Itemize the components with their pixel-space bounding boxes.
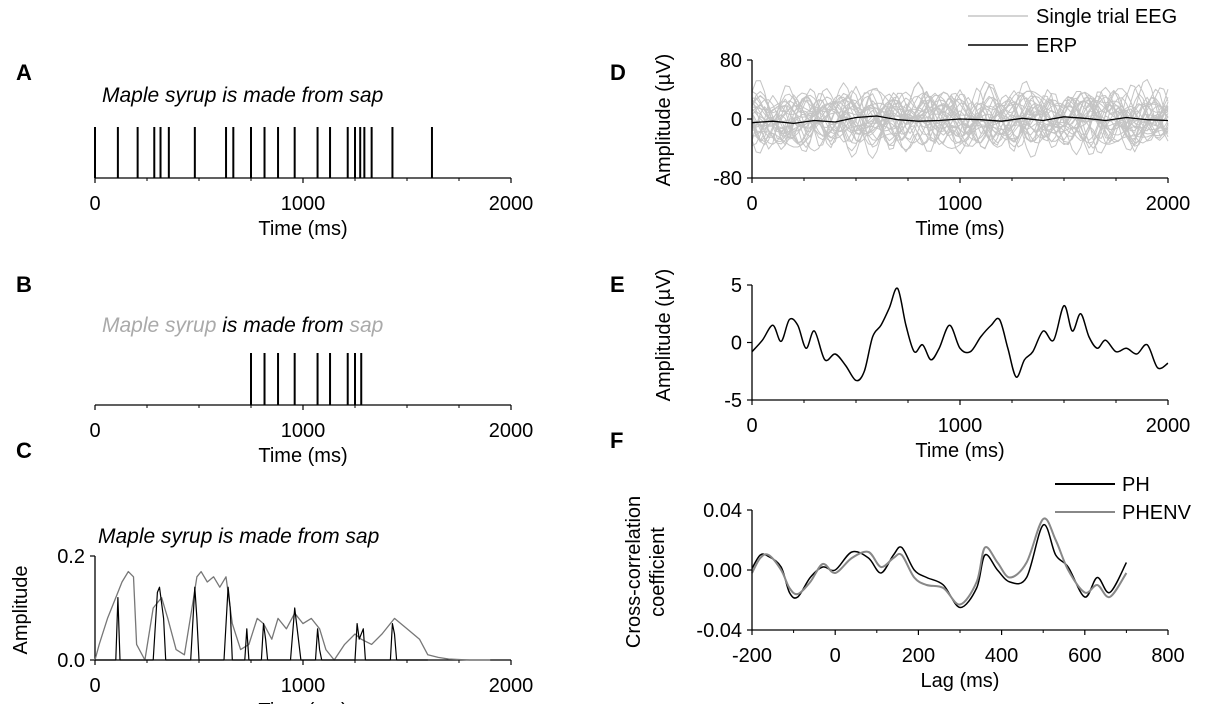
x-tick-label: 0 [89,420,100,442]
sentence-a: Maple syrup is made from sap [102,84,383,107]
legend-d: Single trial EEG ERP [968,6,1177,57]
x-axis-label: Lag (ms) [921,670,1000,692]
panel-letter-b: B [16,272,32,297]
x-axis-label: Time (ms) [258,700,347,704]
y-tick-label: 0 [731,109,742,131]
panel-f: F -0.04 0.00 0.04 -200 0 200 400 600 800 Lag (ms) C… [610,428,1192,692]
panel-letter-e: E [610,272,625,297]
legend-label: PHENV [1122,502,1192,524]
y-axis-label-line2: coefficient [647,527,669,617]
x-tick-label: 600 [1068,645,1101,667]
y-axis-label: Amplitude (µV) [653,54,675,187]
x-tick-label: 0 [89,193,100,215]
x-tick-label: 0 [746,415,757,437]
legend-label: Single trial EEG [1036,6,1177,28]
x-tick-label: 0 [89,675,100,697]
y-tick-label: 0.00 [703,560,742,582]
y-axis-label: Amplitude [10,566,32,655]
panel-a: A Maple syrup is made from sap 0 1000 2000 Ti… [16,60,533,240]
sentence-c: Maple syrup is made from sap [98,525,379,548]
x-axis-label: Time (ms) [258,218,347,240]
panel-b: B Maple syrup is made from sap 0 1000 2000 Ti… [16,272,533,467]
single-trial-line [751,91,1169,146]
single-trial-line [751,99,1169,140]
sentence-part: Maple syrup [102,314,216,337]
y-tick-label: -80 [713,168,742,190]
x-axis-label: Time (ms) [915,440,1004,462]
y-tick-label: -5 [724,390,742,412]
x-tick-label: 800 [1151,645,1184,667]
x-tick-label: 2000 [489,420,534,442]
y-tick-label: 0.0 [57,650,85,672]
x-tick-label: 1000 [281,675,326,697]
x-tick-label: 400 [985,645,1018,667]
legend-label: ERP [1036,35,1077,57]
sentence-part: is made from [216,314,349,337]
x-tick-label: 1000 [938,193,983,215]
erp-waveform-line [751,287,1169,382]
y-tick-label: -0.04 [696,620,742,642]
x-tick-label: 2000 [1146,193,1191,215]
x-axis-label: Time (ms) [258,445,347,467]
x-tick-label: 1000 [938,415,983,437]
panel-letter-d: D [610,60,626,85]
y-axis-label-line1: Cross-correlation [623,496,645,648]
x-tick-label: 1000 [281,420,326,442]
y-tick-label: 0 [731,333,742,355]
panel-letter-a: A [16,60,32,85]
sentence-part: sap [349,314,383,337]
panel-letter-c: C [16,438,32,463]
erp-line [751,115,1169,125]
series-line-phenv [751,517,1128,606]
single-trial-line [751,94,1169,146]
panel-c: C Maple syrup is made from sap 0.0 0.2 0 1000… [10,438,533,704]
y-tick-label: 0.04 [703,500,742,522]
single-trial-line [751,85,1169,152]
y-tick-label: 0.2 [57,546,85,568]
single-trial-line [751,93,1169,144]
legend-label: PH [1122,474,1150,496]
panel-letter-f: F [610,428,623,453]
legend-f: PH PHENV [1055,474,1192,524]
x-tick-label: 2000 [489,193,534,215]
x-axis-label: Time (ms) [915,218,1004,240]
y-tick-label: 80 [720,50,742,72]
event-response-line [95,586,428,661]
y-tick-label: 5 [731,275,742,297]
x-tick-label: 0 [830,645,841,667]
x-tick-label: 2000 [489,675,534,697]
x-tick-label: 1000 [281,193,326,215]
series-line-ph [751,524,1128,609]
x-tick-label: -200 [732,645,772,667]
x-tick-label: 2000 [1146,415,1191,437]
x-tick-label: 0 [746,193,757,215]
y-axis-label: Amplitude (µV) [653,269,675,402]
single-trial-line [751,82,1169,156]
sentence-b: Maple syrup is made from sap [102,314,383,337]
single-trial-line [751,89,1169,149]
x-tick-label: 200 [902,645,935,667]
single-trial-line [751,85,1169,153]
single-trial-line [751,96,1169,142]
